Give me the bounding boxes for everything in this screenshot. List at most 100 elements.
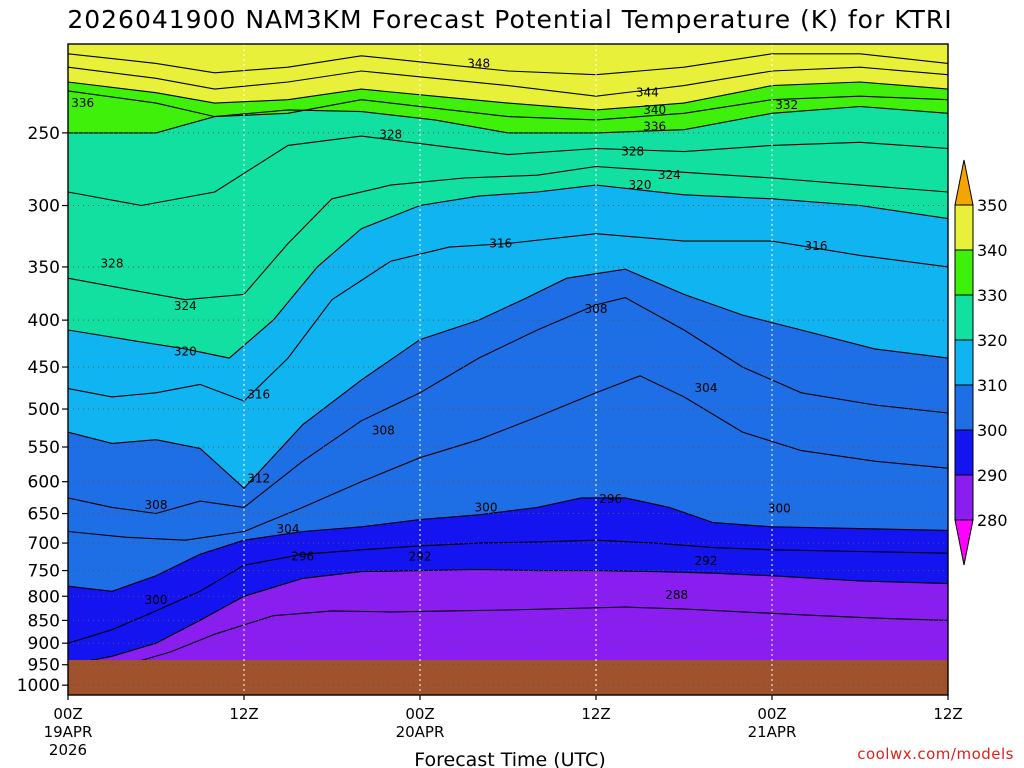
credit-text[interactable]: coolwx.com/models: [857, 745, 1014, 763]
isentrope-324: [68, 165, 948, 301]
x-tick-date: 21APR: [748, 723, 797, 741]
contour-label: 328: [101, 257, 124, 271]
x-tick-date: 20APR: [396, 723, 445, 741]
contour-label: 316: [489, 236, 512, 250]
contour-label: 324: [174, 299, 197, 313]
y-tick-label: 350: [28, 258, 60, 278]
grid-lines: [68, 44, 948, 695]
contour-label: 300: [475, 500, 498, 514]
contour-label: 316: [247, 387, 270, 401]
contour-label: 308: [145, 498, 168, 512]
colorbar-segment: [954, 294, 974, 341]
colorbar-label: 350: [977, 196, 1008, 215]
contour-label: 312: [247, 471, 270, 485]
y-tick-label: 250: [28, 124, 60, 144]
colorbar-segment: [954, 474, 974, 521]
x-tick-date: 19APR: [44, 723, 93, 741]
isentrope-348: [68, 53, 948, 76]
y-tick-label: 650: [28, 505, 60, 525]
y-axis: 250 300 350 400 450 500 550 600 650 700 750 800 850 9…: [17, 124, 68, 696]
x-tick-label: 00Z: [757, 705, 786, 723]
contour-label: 288: [665, 588, 688, 602]
contour-label: 336: [643, 119, 666, 133]
isentrope-288: [97, 606, 948, 672]
isentrope-316: [68, 233, 948, 402]
chart-title: 2026041900 NAM3KM Forecast Potential Tem…: [67, 5, 952, 34]
contour-label: 344: [636, 86, 659, 100]
isentrope-296: [68, 539, 948, 644]
contour-label: 296: [599, 492, 622, 506]
isentrope-344: [68, 66, 948, 97]
y-tick-label: 500: [28, 400, 60, 420]
y-tick-label: 800: [28, 587, 60, 607]
contour-label: 300: [768, 502, 791, 516]
colorbar-segment: [954, 339, 974, 386]
contour-label: 324: [658, 168, 681, 182]
y-tick-label: 400: [28, 311, 60, 331]
colorbar-label: 330: [977, 286, 1008, 305]
colorbar-segment: [954, 204, 974, 251]
contour-label: 332: [775, 98, 798, 112]
contour-label: 304: [695, 381, 718, 395]
contour-label: 340: [643, 103, 666, 117]
colorbar-label: 290: [977, 466, 1008, 485]
contour-label: 308: [585, 302, 608, 316]
contour-label: 328: [621, 145, 644, 159]
y-tick-label: 600: [28, 473, 60, 493]
plot-fill-layer: [68, 44, 948, 695]
x-axis-label: Forecast Time (UTC): [414, 749, 605, 768]
contour-label: 316: [805, 239, 828, 253]
isentrope-332: [68, 105, 948, 134]
x-tick-label: 00Z: [53, 705, 82, 723]
contour-label: 348: [467, 56, 490, 70]
colorbar-label: 280: [977, 511, 1008, 530]
contour-label: 320: [629, 178, 652, 192]
y-tick-label: 900: [28, 634, 60, 654]
isentrope-300: [68, 497, 948, 592]
contour-label: 300: [145, 593, 168, 607]
y-tick-label: 300: [28, 197, 60, 217]
contour-label: 292: [409, 550, 432, 564]
colorbar-label: 310: [977, 376, 1008, 395]
isentrope-292: [68, 568, 948, 666]
contour-label: 308: [372, 424, 395, 438]
colorbar-segment: [954, 519, 974, 566]
y-tick-label: 1000: [17, 676, 60, 696]
isentrope-340: [68, 81, 948, 111]
colorbar-segment: [954, 159, 974, 206]
y-tick-label: 850: [28, 611, 60, 631]
isentrope-lines: [68, 53, 948, 672]
contour-label: 304: [277, 522, 300, 536]
isentrope-308: [68, 297, 948, 515]
colorbar-label: 300: [977, 421, 1008, 440]
contour-label: 296: [291, 550, 314, 564]
contour-labels: 348 344 340 336 336 332 328 328 324 320 316 316 328 3…: [71, 56, 827, 607]
contour-label: 328: [379, 127, 402, 141]
x-tick-label: 12Z: [581, 705, 610, 723]
isentrope-304: [68, 375, 948, 541]
colorbar: 280 290 300 310 320 330 340 350: [954, 159, 1008, 566]
x-tick-label: 12Z: [933, 705, 962, 723]
plot-frame: [67, 43, 949, 696]
y-tick-label: 700: [28, 534, 60, 554]
x-tick-label: 00Z: [405, 705, 434, 723]
isentrope-328: [68, 135, 948, 207]
contour-label: 292: [695, 554, 718, 568]
y-tick-label: 750: [28, 562, 60, 582]
x-tick-label: 12Z: [229, 705, 258, 723]
isentrope-336: [68, 90, 948, 121]
y-tick-label: 450: [28, 358, 60, 378]
colorbar-segment: [954, 429, 974, 476]
colorbar-label: 340: [977, 241, 1008, 260]
contour-label: 336: [71, 96, 94, 110]
y-tick-label: 950: [28, 656, 60, 676]
y-tick-label: 550: [28, 438, 60, 458]
colorbar-segment: [954, 384, 974, 431]
colorbar-label: 320: [977, 331, 1008, 350]
ground-surface: [68, 660, 948, 695]
x-tick-year: 2026: [49, 741, 87, 759]
contour-label: 320: [174, 345, 197, 359]
colorbar-segment: [954, 249, 974, 296]
